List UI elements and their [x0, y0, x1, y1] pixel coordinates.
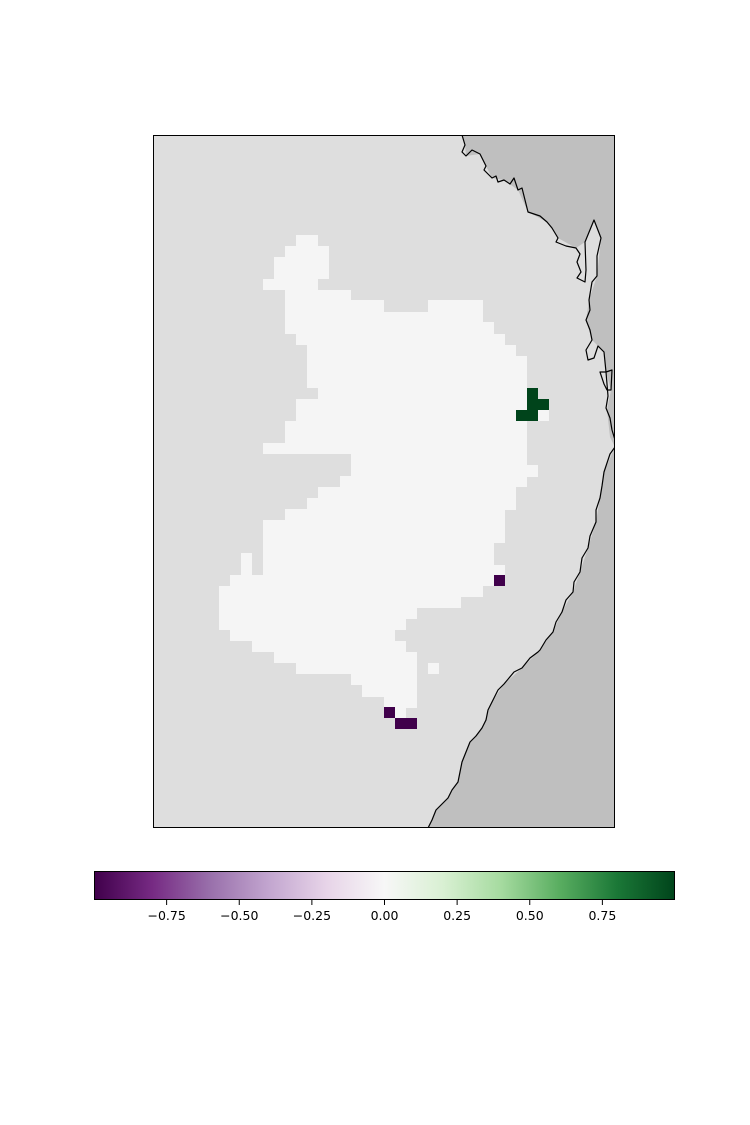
- land-south: [428, 447, 615, 828]
- negative-cell-east: [494, 575, 505, 586]
- colorbar-tick-label: −0.25: [293, 908, 331, 923]
- colorbar-gradient: [94, 871, 675, 900]
- colorbar-tick-label: 0.75: [588, 908, 616, 923]
- colorbar-tick-label: 0.50: [516, 908, 544, 923]
- colorbar: −0.75 −0.50 −0.25 0.00 0.25 0.50 0.75: [94, 871, 675, 923]
- zero-value-cell-edge: [538, 410, 549, 421]
- negative-cell-south: [384, 707, 417, 729]
- map-frame: [153, 135, 615, 828]
- colorbar-tick-label: −0.75: [147, 908, 185, 923]
- zero-value-cell-small: [428, 663, 439, 674]
- zero-value-region: [219, 235, 538, 718]
- map-panel: [153, 135, 615, 828]
- land-north: [462, 135, 615, 447]
- colorbar-tick-label: 0.25: [443, 908, 471, 923]
- colorbar-tick-label: −0.50: [220, 908, 258, 923]
- positive-cell-cluster: [516, 388, 549, 421]
- coastline-south: [427, 446, 615, 828]
- colorbar-frame: [94, 871, 675, 900]
- colorbar-ticks: −0.75 −0.50 −0.25 0.00 0.25 0.50 0.75: [147, 900, 616, 923]
- coastline-north: [461, 135, 615, 441]
- colorbar-tick-label: 0.00: [371, 908, 399, 923]
